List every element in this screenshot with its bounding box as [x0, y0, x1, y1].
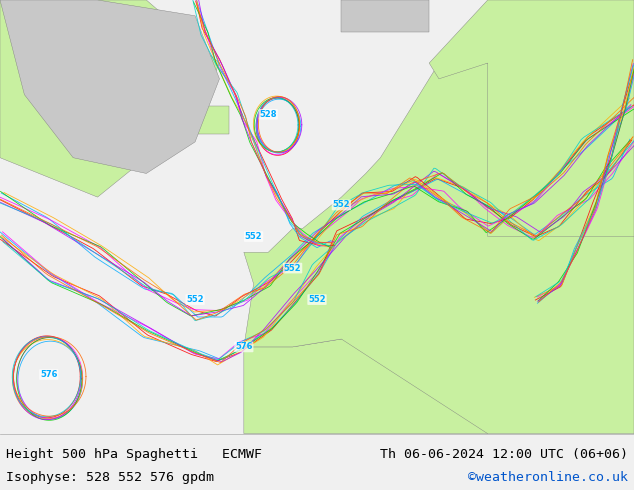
Text: 552: 552: [245, 232, 262, 241]
Text: 552: 552: [333, 200, 350, 210]
Text: 552: 552: [186, 295, 204, 304]
Text: Th 06-06-2024 12:00 UTC (06+06): Th 06-06-2024 12:00 UTC (06+06): [380, 448, 628, 461]
Text: 528: 528: [259, 110, 277, 119]
Text: 576: 576: [235, 343, 252, 351]
Text: 552: 552: [308, 295, 326, 304]
Text: Isophyse: 528 552 576 gpdm: Isophyse: 528 552 576 gpdm: [6, 471, 214, 484]
Text: 576: 576: [40, 370, 58, 379]
Text: 552: 552: [284, 264, 301, 272]
Text: ©weatheronline.co.uk: ©weatheronline.co.uk: [468, 471, 628, 484]
Text: Height 500 hPa Spaghetti   ECMWF: Height 500 hPa Spaghetti ECMWF: [6, 448, 262, 461]
